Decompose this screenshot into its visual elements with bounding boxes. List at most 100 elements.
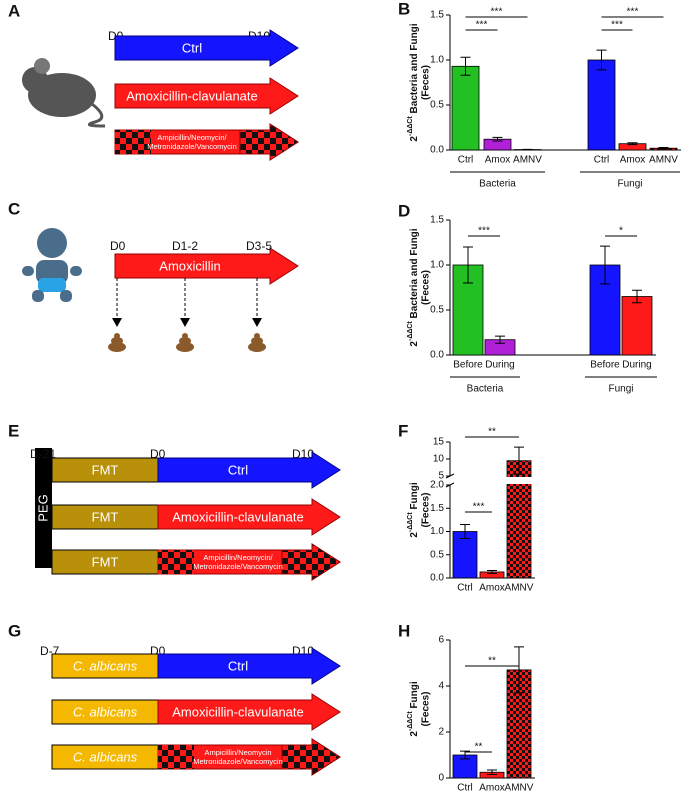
x-tick-label: Before xyxy=(453,360,483,371)
pre-label: C. albicans xyxy=(73,749,138,764)
pre-label: FMT xyxy=(92,509,119,524)
baby-leg xyxy=(32,290,44,302)
y-label-text: Bacteria and Fungi xyxy=(409,228,420,321)
peg-bar xyxy=(35,448,52,568)
arrow xyxy=(157,451,341,489)
panel-letter: B xyxy=(398,0,410,18)
y-tick-label: 4 xyxy=(438,681,444,692)
y-label-text: Bacteria and Fungi xyxy=(409,23,420,116)
pre-box xyxy=(51,699,159,725)
sample-arrowhead xyxy=(112,318,122,327)
significance-label: *** xyxy=(473,502,485,513)
y-label-sup: -ΔΔCt xyxy=(407,321,414,341)
x-tick-label: Before xyxy=(590,360,620,371)
group-label: Fungi xyxy=(617,179,642,190)
stool-icon xyxy=(108,342,126,352)
y-label-text: Fungi xyxy=(409,482,420,512)
x-tick-label: Amox xyxy=(485,155,511,166)
bar xyxy=(452,531,478,579)
error-bar xyxy=(463,246,473,284)
y-label-base: 2 xyxy=(409,532,420,538)
pre-label: C. albicans xyxy=(73,704,138,719)
y-tick-label: 1.5 xyxy=(430,503,444,514)
stool-icon xyxy=(248,342,266,352)
group-label: Bacteria xyxy=(467,384,504,395)
baby-diaper xyxy=(38,278,66,292)
y-tick-label: 15 xyxy=(433,437,445,448)
significance-label: *** xyxy=(627,7,639,18)
stool-icon xyxy=(176,342,194,352)
pre-label: FMT xyxy=(92,462,119,477)
arrow-label: Metronidazole/Vancomycin xyxy=(193,562,283,571)
stool-icon xyxy=(251,337,263,345)
y-tick-label: 0.5 xyxy=(430,549,444,560)
stool-icon xyxy=(182,333,188,339)
group-label: Bacteria xyxy=(479,179,516,190)
arrow-label: Metronidazole/Vancomycin xyxy=(193,757,283,766)
y-label-text: Fungi xyxy=(409,681,420,711)
arrow-label: Amoxicillin-clavulanate xyxy=(172,704,304,719)
day-label: D0 xyxy=(110,239,126,253)
pre-label: FMT xyxy=(92,554,119,569)
baby-head xyxy=(37,228,67,258)
arrow xyxy=(114,77,299,115)
stool-icon xyxy=(111,337,123,345)
arrow xyxy=(114,247,299,285)
y-axis-label: 2-ΔΔCt Fungi xyxy=(407,482,419,538)
x-tick-label: During xyxy=(485,360,514,371)
error-bar xyxy=(596,49,607,71)
bar xyxy=(587,59,616,151)
sample-arrowhead xyxy=(180,318,190,327)
y-tick-label: 1.0 xyxy=(430,526,444,537)
x-tick-label: During xyxy=(622,360,651,371)
significance-label: *** xyxy=(478,226,490,237)
y-label-sup: -ΔΔCt xyxy=(407,116,414,136)
bar xyxy=(451,65,480,151)
y-tick-label: 0.0 xyxy=(430,145,444,156)
peg-label: PEG xyxy=(35,494,50,521)
significance-label: *** xyxy=(491,7,503,18)
y-axis-label: (Feces) xyxy=(421,65,432,100)
y-tick-label: 2 xyxy=(438,727,444,738)
x-tick-label: AMNV xyxy=(505,583,534,594)
arrow-label: Ampicillin/Neomycin/ xyxy=(203,553,273,562)
significance-label: *** xyxy=(611,20,623,31)
y-axis-label: (Feces) xyxy=(421,492,432,527)
y-label-sup: -ΔΔCt xyxy=(407,711,414,731)
mouse-ear xyxy=(34,58,50,74)
pre-box xyxy=(51,653,159,679)
significance-label: ** xyxy=(488,656,496,667)
day-label: D1-2 xyxy=(172,239,198,253)
panel-letter: D xyxy=(398,201,410,220)
panel-letter: H xyxy=(398,621,410,640)
error-bar xyxy=(627,142,638,146)
y-tick-label: 1.0 xyxy=(430,260,444,271)
y-tick-label: 2.0 xyxy=(430,480,444,491)
x-tick-label: AMNV xyxy=(513,155,542,166)
y-tick-label: 1.0 xyxy=(430,55,444,66)
stool-icon xyxy=(254,333,260,339)
error-bar xyxy=(658,146,669,150)
y-tick-label: 5 xyxy=(438,471,444,482)
error-bar xyxy=(487,570,497,574)
y-label-base: 2 xyxy=(409,341,420,347)
y-tick-label: 0.0 xyxy=(430,573,444,584)
x-tick-label: Ctrl xyxy=(457,783,473,792)
bar xyxy=(621,296,653,356)
pre-box xyxy=(51,504,159,530)
arrow xyxy=(157,498,341,536)
x-tick-label: Amox xyxy=(479,783,505,792)
y-label-sup: -ΔΔCt xyxy=(407,512,414,532)
axis-break-gap xyxy=(506,477,532,484)
checker-block xyxy=(158,550,194,574)
error-bar xyxy=(487,769,497,776)
y-axis-label: 2-ΔΔCt Bacteria and Fungi xyxy=(407,23,419,141)
stool-icon xyxy=(179,337,191,345)
pre-label: C. albicans xyxy=(73,658,138,673)
arrow xyxy=(157,693,341,731)
day-label: D-21 xyxy=(30,447,56,461)
arrow-label: Ampicillin/Neomycin xyxy=(204,748,271,757)
baby-arm xyxy=(22,266,34,276)
significance-label: ** xyxy=(475,742,483,753)
